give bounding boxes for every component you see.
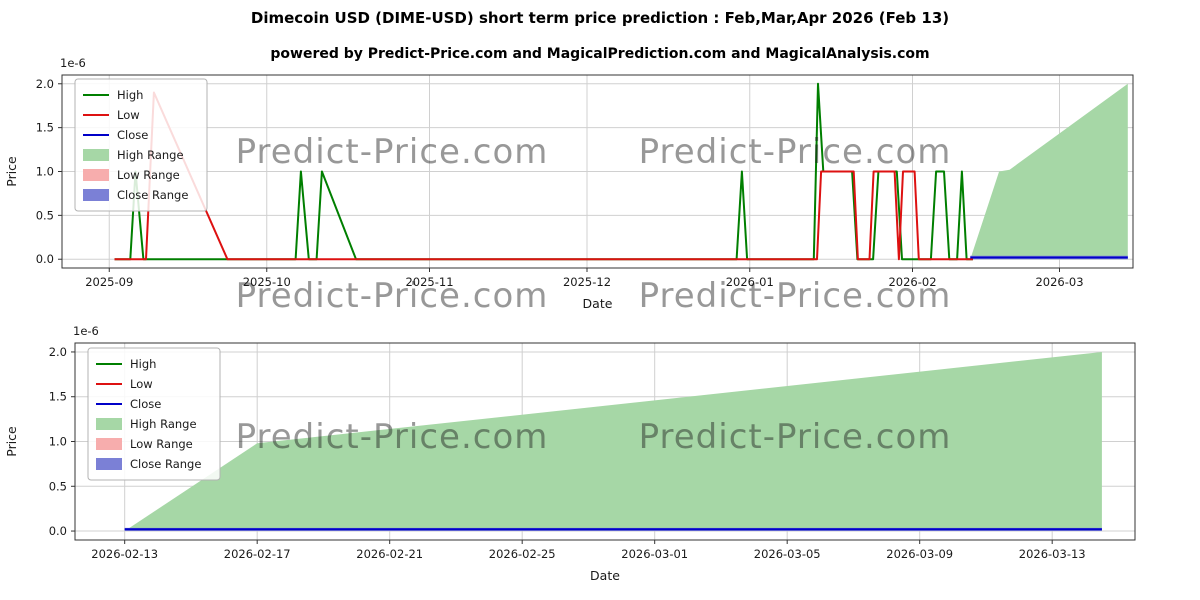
x-tick-label: 2025-12 [563,275,611,289]
x-axis-label: Date [583,296,613,311]
legend-label: High [130,357,156,371]
x-tick-label: 2026-02-25 [489,547,556,561]
chart-subtitle: powered by Predict-Price.com and Magical… [270,46,930,62]
x-tick-label: 2026-03 [1035,275,1083,289]
x-tick-label: 2026-01 [726,275,774,289]
y-tick-label: 1.5 [49,390,67,404]
y-tick-label: 0.0 [36,252,54,266]
x-axis-label: Date [590,568,620,583]
watermark-text: Predict-Price.com [236,417,549,457]
axis-offset-label: 1e-6 [60,56,86,70]
chart-title: Dimecoin USD (DIME-USD) short term price… [250,9,950,27]
bottom-chart-plot: Predict-Price.com Predict-Price.com 2026-0… [4,324,1136,583]
x-tick-label: 2026-03-05 [754,547,821,561]
x-tick-label: 2026-03-01 [621,547,688,561]
y-tick-label: 1.0 [49,435,67,449]
series-high-line [114,82,973,261]
axis-offset-label: 1e-6 [73,324,99,338]
legend-label: Low Range [130,437,193,451]
series-low-line [114,91,973,261]
y-axis-label: Price [4,426,19,457]
y-tick-label: 0.0 [49,524,67,538]
legend-swatch-close-range [83,189,109,201]
legend-label: Low Range [117,168,180,182]
x-tick-label: 2025-09 [85,275,133,289]
x-tick-label: 2026-02-17 [224,547,291,561]
legend-label: Low [130,377,153,391]
legend-swatch-low-range [96,438,122,450]
legend-label: Close [117,128,148,142]
x-tick-label: 2026-03-09 [886,547,953,561]
y-tick-label: 1.5 [36,121,54,135]
watermark-text: Predict-Price.com [639,132,952,172]
legend-label: High [117,88,143,102]
x-tick-label: 2026-03-13 [1019,547,1086,561]
legend-swatch-high-range [83,149,109,161]
legend-label: High Range [117,148,184,162]
legend: High Low Close High Range Low Range Close Ran… [74,78,208,212]
x-tick-label: 2025-10 [243,275,291,289]
x-tick-label: 2025-11 [405,275,453,289]
legend-swatch-close-range [96,458,122,470]
gridlines [62,75,1133,268]
watermark-text: Predict-Price.com [639,276,952,316]
watermark-text: Predict-Price.com [236,132,549,172]
area-high-range [970,83,1128,260]
top-chart-plot: Predict-Price.com Predict-Price.com Predic… [4,56,1134,316]
y-tick-label: 0.5 [49,479,67,493]
y-tick-label: 2.0 [36,77,54,91]
legend-label: Low [117,108,140,122]
y-axis-label: Price [4,156,19,187]
legend-swatch-high-range [96,418,122,430]
legend-swatch-low-range [83,169,109,181]
area-high-range [124,352,1102,531]
watermark-text: Predict-Price.com [639,417,952,457]
y-tick-label: 1.0 [36,165,54,179]
legend-label: Close [130,397,161,411]
legend: High Low Close High Range Low Range Close Ran… [87,347,221,481]
y-tick-label: 0.5 [36,208,54,222]
x-tick-label: 2026-02-21 [356,547,423,561]
watermark-text: Predict-Price.com [236,276,549,316]
legend-label: Close Range [117,188,188,202]
legend-label: High Range [130,417,197,431]
y-tick-label: 2.0 [49,345,67,359]
x-tick-label: 2026-02-13 [91,547,158,561]
legend-label: Close Range [130,457,201,471]
x-tick-label: 2026-02 [888,275,936,289]
